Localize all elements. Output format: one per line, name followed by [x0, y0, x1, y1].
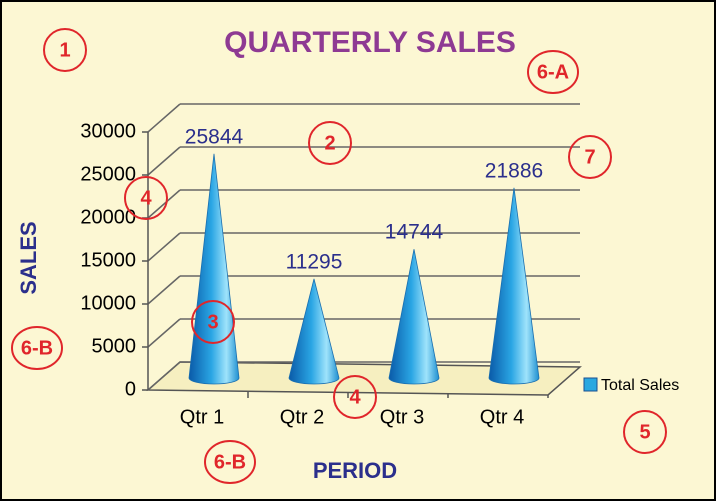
annotation-label: 2 [324, 132, 335, 154]
x-tick-label: Qtr 2 [280, 406, 324, 428]
data-label: 25844 [185, 125, 244, 148]
y-tick-label: 5000 [92, 335, 137, 357]
cone [388, 249, 440, 385]
annotation-circle [623, 410, 667, 454]
cone [288, 278, 340, 385]
grid-line [147, 146, 181, 176]
y-tick-label: 10000 [80, 292, 136, 314]
x-tick-label: Qtr 4 [480, 406, 524, 428]
annotation-label: 5 [639, 421, 650, 443]
y-tick-label: 15000 [80, 249, 136, 271]
annotation-label: 7 [584, 146, 595, 168]
y-tick-label: 30000 [80, 120, 136, 142]
y-axis-label: SALES [16, 221, 41, 294]
grid-line [147, 189, 181, 219]
y-tick-label: 20000 [80, 206, 136, 228]
grid-line [147, 103, 181, 133]
annotation-circle [11, 326, 63, 370]
annotation-label: 4 [349, 386, 361, 408]
data-label: 14744 [385, 221, 444, 244]
annotation-circle [527, 50, 579, 94]
legend-label: Total Sales [601, 377, 679, 394]
annotation-circle [308, 121, 352, 165]
grid-line [147, 361, 181, 391]
annotation-circle [191, 300, 235, 344]
annotation-circle [568, 135, 612, 179]
x-axis-label: PERIOD [313, 458, 397, 483]
data-label: 11295 [286, 250, 343, 273]
chart-title: QUARTERLY SALES [224, 26, 516, 59]
grid-line [147, 318, 181, 348]
y-tick-label: 0 [125, 378, 136, 400]
data-label: 21886 [485, 159, 543, 182]
y-tick-label: 25000 [80, 163, 136, 185]
annotation-circle [124, 176, 168, 220]
x-tick-label: Qtr 3 [380, 406, 424, 428]
cone [188, 153, 240, 385]
annotation-label: 4 [140, 187, 152, 209]
annotation-label: 3 [207, 311, 218, 333]
grid-line [147, 232, 181, 262]
annotation-label: 6-B [21, 337, 53, 359]
legend-swatch [583, 377, 598, 392]
annotation-circle [333, 375, 377, 419]
annotation-circle [204, 440, 256, 484]
cone [488, 187, 540, 385]
annotation-label: 1 [59, 39, 70, 61]
grid-line [147, 275, 181, 305]
annotation-label: 6-A [537, 61, 569, 83]
x-tick-label: Qtr 1 [180, 406, 224, 428]
annotation-circle [43, 28, 87, 72]
annotation-label: 6-B [214, 451, 246, 473]
